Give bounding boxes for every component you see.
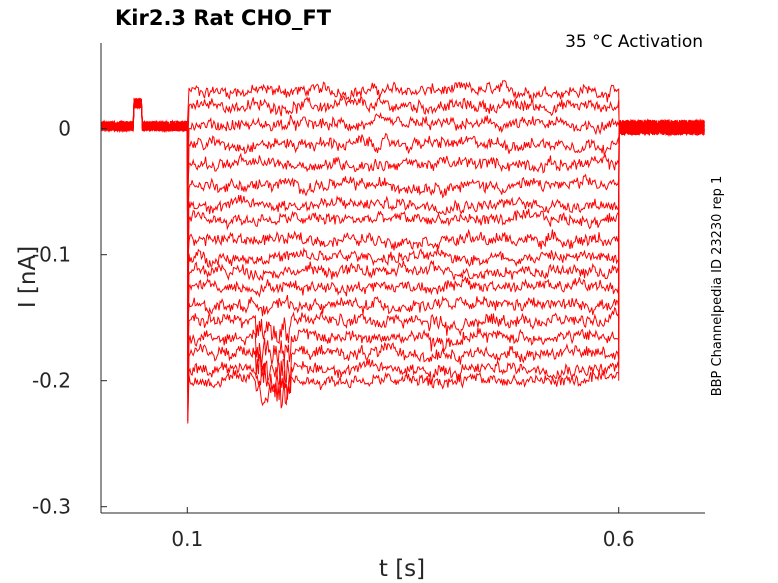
x-axis-label: t [s] (379, 556, 425, 582)
y-axis-label: I [nA] (15, 246, 41, 308)
current-trace (100, 98, 705, 400)
current-trace (100, 80, 705, 137)
current-trace (100, 97, 705, 357)
tick-group: 0 -0.1 -0.2 -0.3 0.1 0.6 (32, 117, 635, 551)
current-trace (100, 98, 705, 393)
trace-group (100, 80, 705, 424)
chart-title: Kir2.3 Rat CHO_FT (115, 6, 332, 30)
current-trace (100, 99, 705, 327)
y-tick-label: -0.3 (32, 495, 71, 519)
current-trace (100, 97, 705, 226)
current-trace (100, 97, 705, 181)
y-tick-label: -0.1 (32, 243, 71, 267)
y-tick-label: -0.2 (32, 369, 71, 393)
current-trace (100, 97, 705, 265)
current-trace (100, 95, 705, 147)
condition-label: 35 °C Activation (565, 32, 703, 52)
y-tick-label: 0 (58, 117, 71, 141)
x-tick-label: 0.6 (603, 527, 635, 551)
current-trace (100, 97, 705, 215)
current-trace (100, 102, 705, 298)
source-label: BBP Channelpedia ID 23230 rep 1 (710, 176, 725, 397)
current-trace (100, 99, 705, 291)
current-trace (100, 100, 705, 190)
current-trace (100, 98, 705, 424)
current-trace (100, 97, 705, 361)
current-trace (100, 98, 705, 331)
x-tick-label: 0.1 (171, 527, 203, 551)
current-trace (100, 98, 705, 422)
current-trace (100, 97, 705, 260)
